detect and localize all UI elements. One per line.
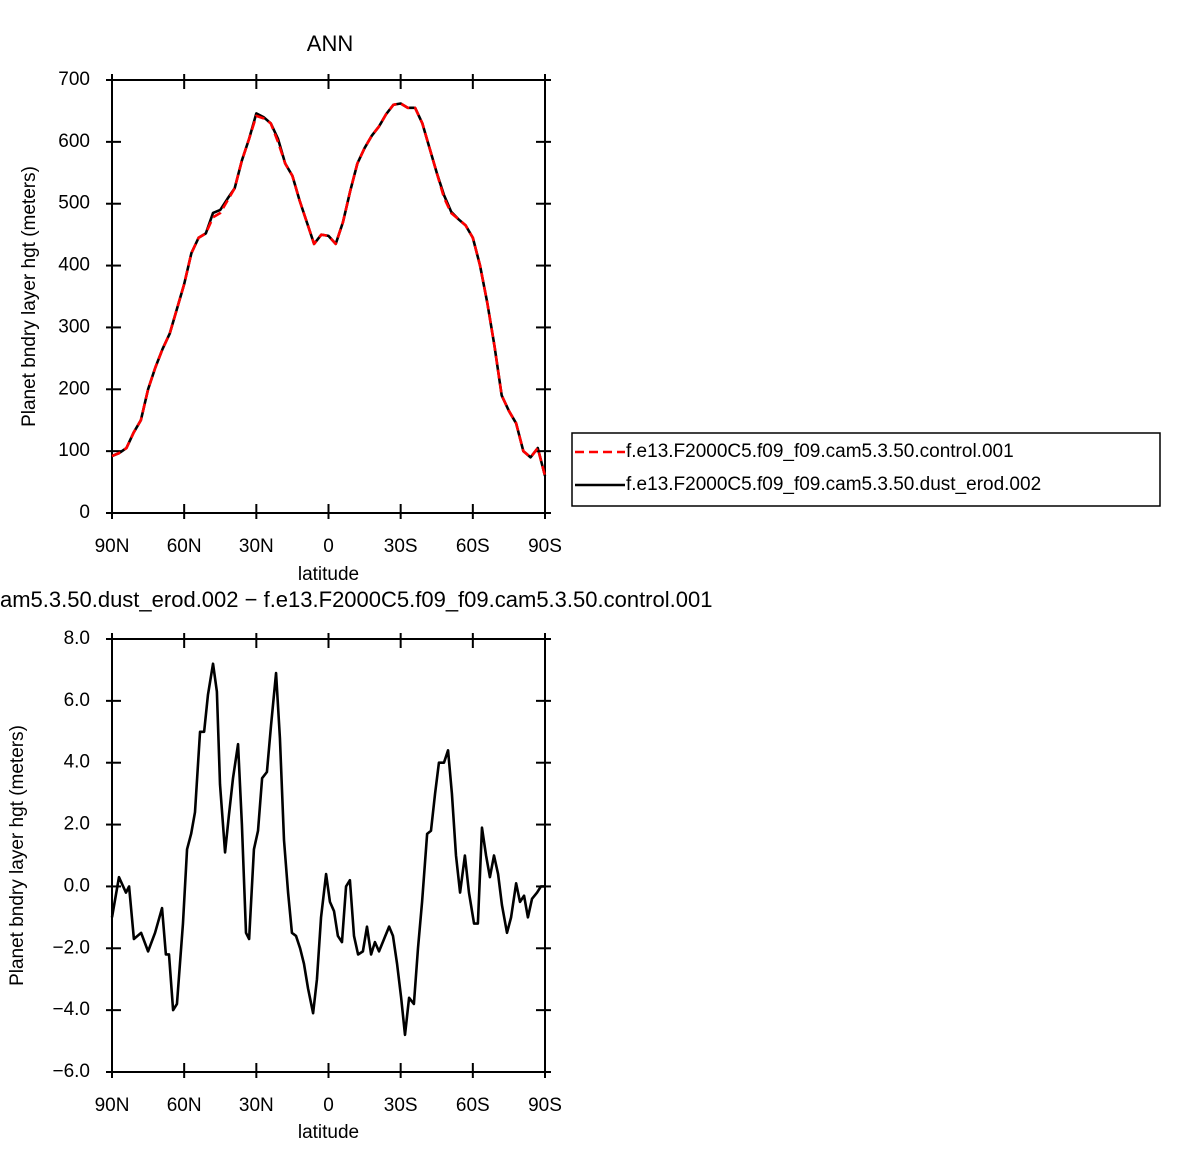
y-tick-label: 2.0 [64,814,90,835]
x-tick-label: 60S [456,1095,490,1116]
x-tick-label: 0 [323,536,334,557]
y-tick-label: 700 [58,69,90,90]
data-line [111,102,547,477]
legend-box [571,432,1161,507]
y-tick-label: 400 [58,255,90,276]
y-tick-label: 100 [58,440,90,461]
y-axis-label: Planet bndry layer hgt (meters) [19,166,40,427]
x-tick-label: 60N [167,1095,202,1116]
x-tick-label: 90N [95,536,130,557]
x-tick-label: 30S [384,1095,418,1116]
y-tick-label: 0 [79,502,90,523]
y-tick-label: 6.0 [64,690,90,711]
y-tick-label: 4.0 [64,752,90,773]
y-tick-label: 600 [58,131,90,152]
plot-frame [111,79,546,514]
data-line [110,662,545,1037]
x-tick-label: 90S [528,536,562,557]
x-tick-label: 30N [239,1095,274,1116]
chart-title: am5.3.50.dust_erod.002 − f.e13.F2000C5.f… [0,587,712,612]
y-tick-label: −2.0 [52,937,90,958]
legend-label: f.e13.F2000C5.f09_f09.cam5.3.50.dust_ero… [626,474,1041,495]
y-tick-label: −6.0 [52,1061,90,1082]
y-tick-label: 300 [58,316,90,337]
x-tick-label: 60N [167,536,202,557]
x-tick-label: 90S [528,1095,562,1116]
plot-frame [111,638,546,1073]
y-tick-label: 8.0 [64,628,90,649]
x-tick-label: 60S [456,536,490,557]
y-tick-label: −4.0 [52,999,90,1020]
legend-label: f.e13.F2000C5.f09_f09.cam5.3.50.control.… [626,441,1014,462]
x-tick-label: 30S [384,536,418,557]
legend: f.e13.F2000C5.f09_f09.cam5.3.50.control.… [571,432,1161,507]
x-axis-label: latitude [298,564,359,585]
y-tick-label: 500 [58,193,90,214]
x-tick-label: 30N [239,536,274,557]
x-tick-label: 90N [95,1095,130,1116]
x-tick-label: 0 [323,1095,334,1116]
chart-title: ANN [307,31,353,56]
y-tick-label: 0.0 [64,875,90,896]
y-axis-label: Planet bndry layer hgt (meters) [7,725,28,986]
x-axis-label: latitude [298,1122,359,1143]
data-line [111,102,547,477]
y-tick-label: 200 [58,378,90,399]
